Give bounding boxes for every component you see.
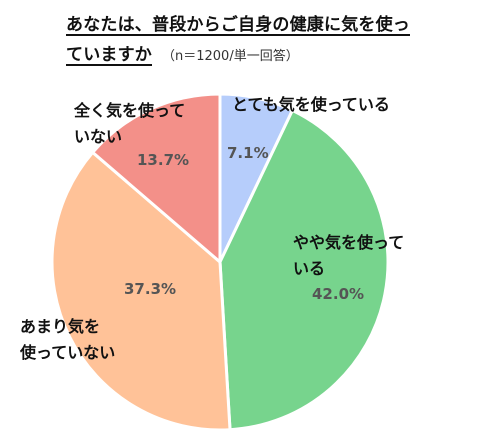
chart-title-line-1: あなたは、普段からご自身の健康に気を使っ — [66, 10, 410, 35]
slice-label-2-line-0: あまり気を — [20, 317, 101, 336]
slice-label-2: あまり気を 使っていない — [20, 314, 115, 366]
pie-slice-1 — [218, 108, 390, 432]
slice-label-3-line-1: いない — [74, 127, 123, 146]
title-text-1: あなたは、普段からご自身の健康に気を使っ — [66, 15, 410, 35]
slice-label-0: とても気を使っている — [232, 92, 390, 118]
slice-label-1: やや気を使って いる — [293, 230, 404, 282]
slice-label-2-line-1: 使っていない — [20, 343, 116, 362]
pie-slice-2 — [50, 150, 232, 432]
slice-label-1-line-0: やや気を使って — [293, 233, 405, 252]
slice-value-3: 13.7% — [137, 151, 190, 169]
chart-title-line-2: ていますか （n＝1200/単一回答） — [66, 40, 299, 65]
slice-value-0: 7.1% — [227, 144, 269, 162]
slice-label-3-line-0: 全く気を使って — [74, 101, 186, 120]
slice-value-2: 37.3% — [124, 280, 177, 298]
slice-label-3: 全く気を使って いない — [74, 98, 185, 150]
sample-note: （n＝1200/単一回答） — [162, 49, 299, 64]
slice-value-1: 42.0% — [312, 285, 365, 303]
title-text-2: ていますか — [66, 45, 152, 65]
slice-label-0-line-0: とても気を使っている — [232, 95, 390, 114]
slice-label-1-line-1: いる — [293, 259, 326, 278]
pie-slice-3 — [91, 92, 222, 264]
